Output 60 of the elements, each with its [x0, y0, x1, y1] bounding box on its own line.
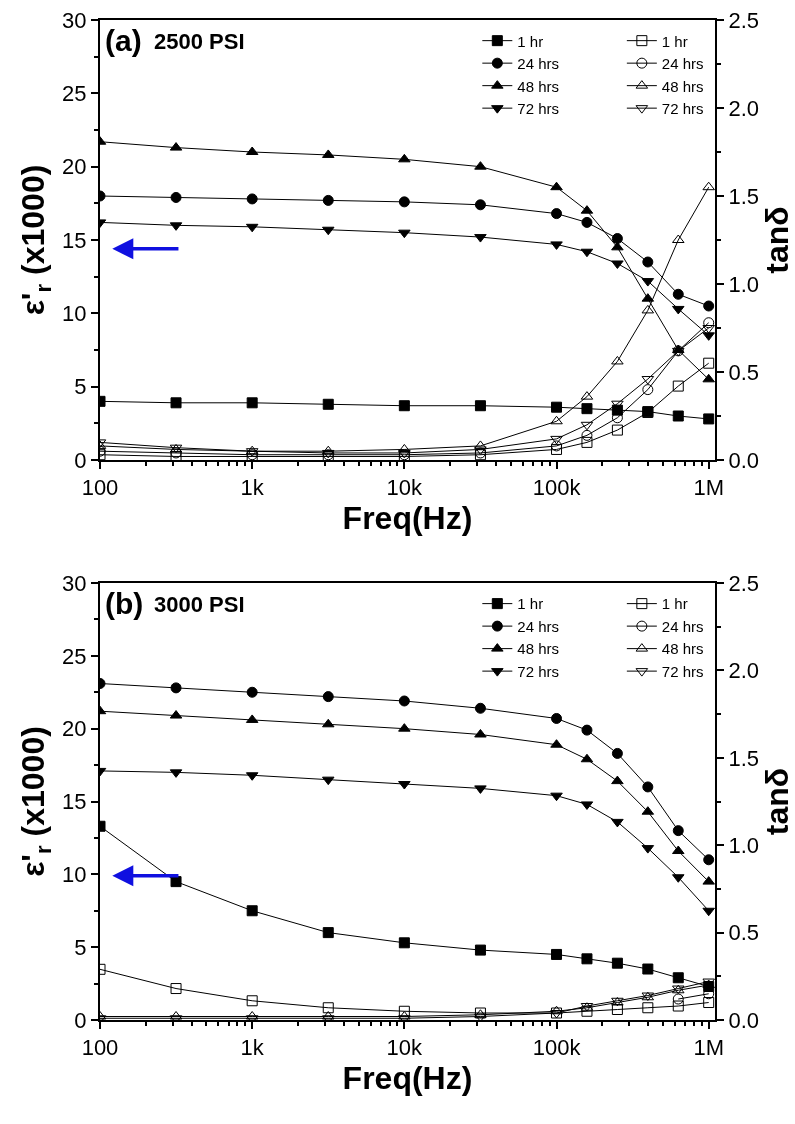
y2-tick-label: 0.0 [728, 447, 759, 473]
annotation: 2500 PSI [154, 29, 245, 54]
y-tick-label: 10 [62, 301, 87, 327]
x-tick-label: 100k [532, 475, 582, 501]
legend-label: 48 hrs [661, 640, 704, 658]
y2-tick-label: 2.5 [728, 7, 759, 33]
x-tick-label: 1M [693, 475, 724, 501]
y-tick-label: 5 [74, 374, 87, 400]
y-tick-label: 25 [62, 643, 87, 669]
y2-tick-label: 2.0 [728, 658, 759, 684]
y2-tick-label: 0.5 [728, 359, 759, 385]
y2-tick-label: 2.0 [728, 95, 759, 121]
y2-tick-label: 1.0 [728, 832, 759, 858]
legend-label: 72 hrs [661, 662, 704, 680]
y-tick-label: 20 [62, 716, 87, 742]
y2-tick-label: 1.5 [728, 745, 759, 771]
legend-label: 72 hrs [517, 662, 560, 680]
legend-label: 72 hrs [517, 100, 560, 117]
x-tick-label: 10k [386, 1035, 424, 1061]
y2-tick-label: 2.5 [728, 570, 759, 596]
x-tick-label: 100 [81, 1035, 119, 1061]
x-tick-label: 1k [240, 475, 265, 501]
annotation: 3000 PSI [154, 592, 245, 617]
x-tick-label: 10k [386, 475, 424, 501]
legend-label: 24 hrs [661, 617, 704, 635]
y-tick-label: 20 [62, 154, 87, 180]
y-tick-label: 5 [74, 934, 87, 960]
x-axis-title: Freq(Hz) [342, 1060, 473, 1097]
legend-label: 24 hrs [517, 55, 560, 72]
x-tick-label: 1k [240, 1035, 265, 1061]
legend-label: 72 hrs [661, 100, 704, 117]
x-axis-title: Freq(Hz) [342, 500, 473, 537]
x-tick-label: 100k [532, 1035, 582, 1061]
y2-tick-label: 0.0 [728, 1007, 759, 1033]
annotation: (b) [105, 587, 144, 620]
y2-tick-label: 0.5 [728, 920, 759, 946]
legend-label: 48 hrs [517, 640, 560, 658]
legend-label: 24 hrs [661, 55, 704, 72]
y-tick-label: 0 [74, 447, 87, 473]
legend-label: 1 hr [661, 595, 688, 613]
legend-label: 1 hr [661, 32, 688, 50]
legend-label: 48 hrs [517, 77, 560, 95]
y-tick-label: 30 [62, 570, 87, 596]
y-tick-label: 10 [62, 862, 87, 888]
y2-axis-title: tanδ [759, 206, 795, 274]
legend-label: 1 hr [517, 595, 544, 613]
annotation: (a) [105, 24, 142, 57]
legend-label: 24 hrs [517, 617, 560, 635]
legend-label: 1 hr [517, 32, 544, 50]
y-tick-label: 15 [62, 789, 87, 815]
y-tick-label: 25 [62, 81, 87, 107]
y-tick-label: 15 [62, 227, 87, 253]
y-tick-label: 0 [74, 1007, 87, 1033]
x-tick-label: 100 [81, 475, 119, 501]
legend-label: 48 hrs [661, 77, 704, 95]
y2-axis-title: tanδ [759, 767, 795, 836]
y2-tick-label: 1.0 [728, 271, 759, 297]
y2-tick-label: 1.5 [728, 183, 759, 209]
x-tick-label: 1M [693, 1035, 724, 1061]
y-tick-label: 30 [62, 7, 87, 33]
